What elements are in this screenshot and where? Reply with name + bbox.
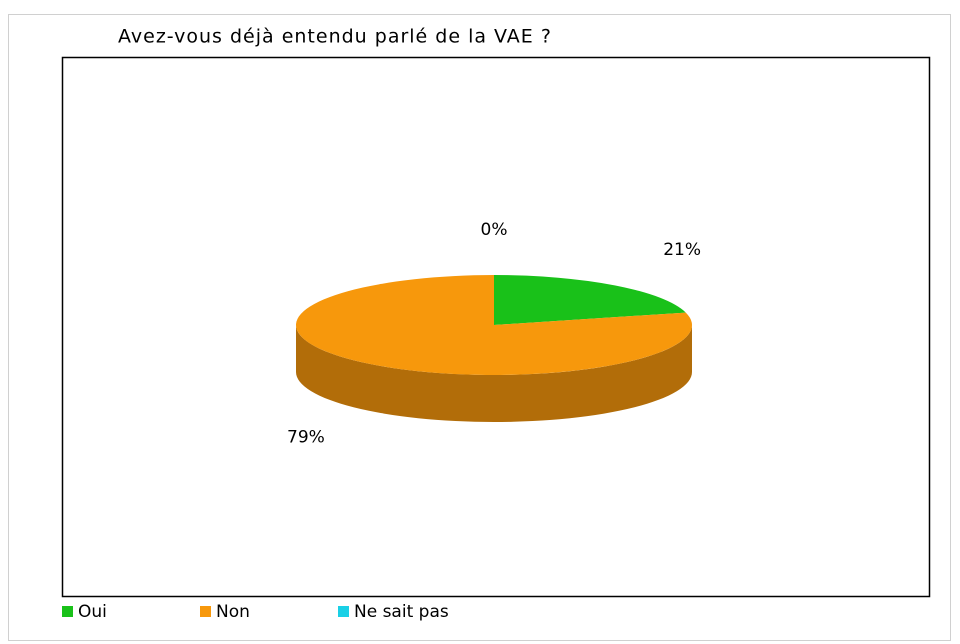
legend-swatch	[62, 606, 73, 617]
legend-label: Non	[216, 602, 250, 622]
legend-label: Oui	[78, 602, 107, 622]
legend-swatch	[200, 606, 211, 617]
data-label: 21%	[663, 240, 701, 260]
legend-swatch	[338, 606, 349, 617]
data-label: 79%	[287, 428, 325, 448]
legend-label: Ne sait pas	[354, 602, 449, 622]
plot-area	[61, 56, 931, 598]
chart-title: Avez-vous déjà entendu parlé de la VAE ?	[118, 26, 552, 48]
pie-slice	[494, 275, 686, 325]
pie-side	[296, 325, 692, 422]
pie-slice	[296, 275, 693, 375]
data-label: 0%	[481, 220, 508, 240]
page-frame	[8, 14, 951, 641]
